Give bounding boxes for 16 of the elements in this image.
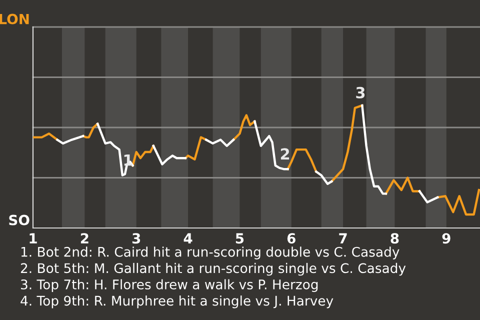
text: 2. Bot 5th: M. Gallant hit a run-scoring single vs C. Casady <box>20 262 406 276</box>
x-tick-label: 7 <box>339 233 347 244</box>
x-tick-label: 8 <box>390 233 399 244</box>
x-tick-label: 1 <box>30 233 37 244</box>
text: 3. Top 7th: H. Flores drew a walk vs P. Herzog <box>21 279 318 292</box>
annotation: 3 <box>356 86 365 98</box>
text: 1. Bot 2nd: R. Caird hit a run-scoring double vs C. Casady <box>21 246 400 260</box>
text: 4. Top 9th: R. Murphree hit a single vs J. Harvey <box>20 296 334 308</box>
x-tick-label: 5 <box>236 233 244 244</box>
x-tick-label: 4 <box>184 233 192 244</box>
x-tick-label: 3 <box>132 233 140 244</box>
text: SO <box>9 214 30 226</box>
x-tick-label: 6 <box>287 233 296 244</box>
x-tick-label: 2 <box>80 233 88 244</box>
x-tick-label: 9 <box>442 233 450 244</box>
annotation: 2 <box>280 148 290 160</box>
